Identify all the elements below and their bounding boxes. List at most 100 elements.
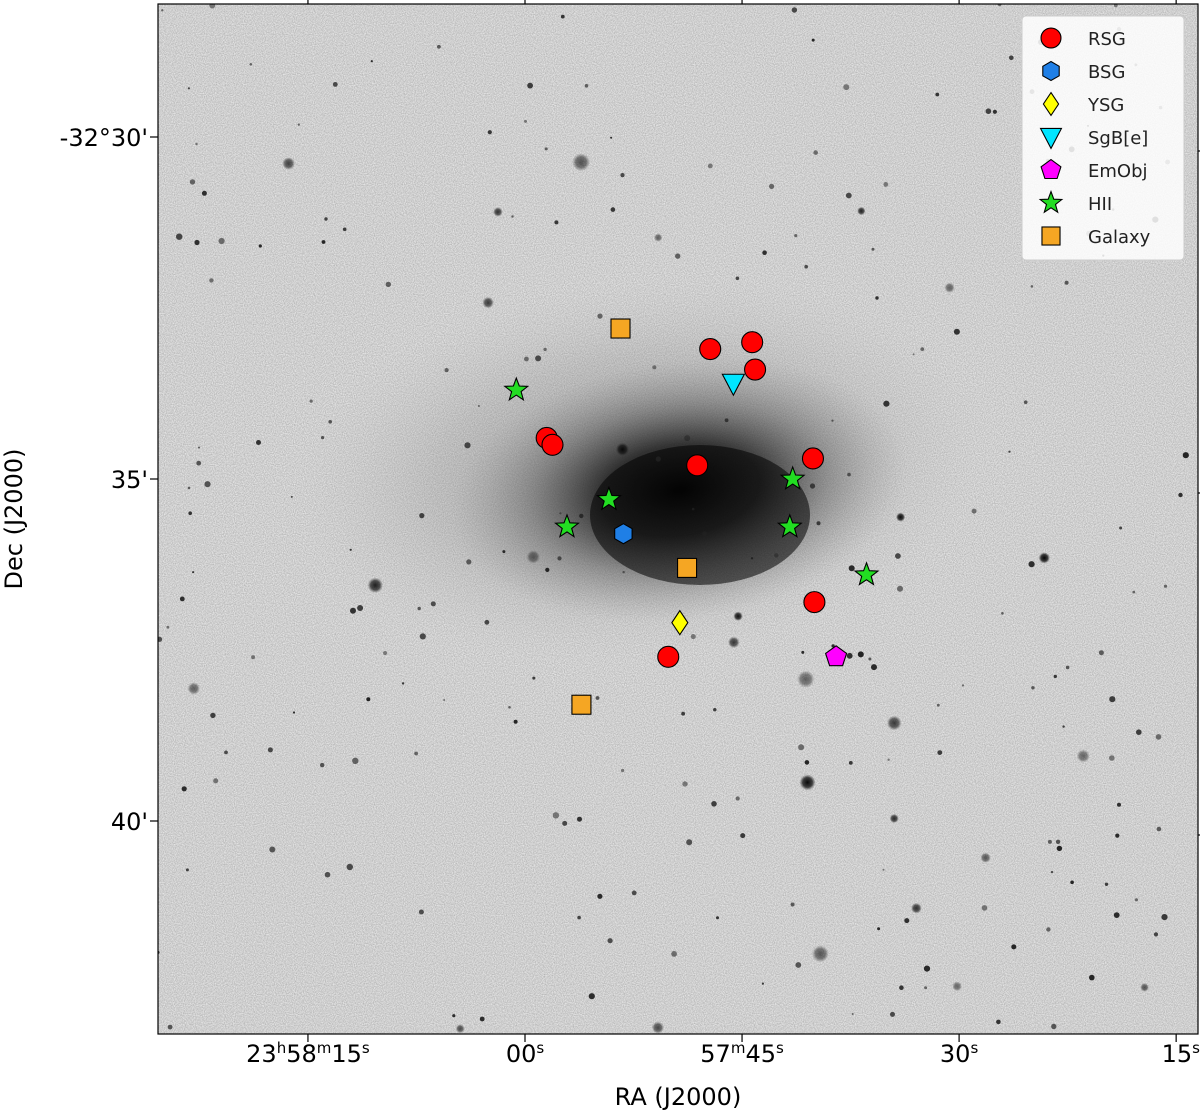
y-tick-label: -32°30': [60, 124, 148, 152]
background-star: [811, 945, 829, 963]
background-star: [588, 993, 595, 1000]
background-star: [349, 548, 352, 551]
rsg-marker: [541, 433, 564, 456]
background-star: [290, 495, 293, 498]
background-star: [256, 440, 261, 445]
background-star: [577, 816, 582, 822]
background-star: [196, 460, 202, 466]
background-star: [811, 38, 815, 42]
background-star: [209, 278, 214, 283]
background-star: [1113, 4, 1118, 8]
background-star: [899, 985, 904, 990]
legend-symbol-rsg: [1040, 27, 1062, 49]
y-axis-label: Dec (J2000): [0, 449, 28, 590]
background-star: [357, 605, 364, 611]
background-star: [883, 400, 890, 407]
y-axis: -32°30' 35' 40': [60, 124, 1200, 836]
background-star: [794, 234, 798, 238]
background-star: [292, 711, 296, 714]
background-star: [577, 915, 581, 920]
background-star: [419, 513, 425, 519]
background-star: [845, 192, 852, 199]
background-star: [1155, 734, 1162, 740]
background-star: [895, 553, 901, 559]
hii-marker: [595, 485, 622, 511]
background-star: [502, 550, 506, 554]
hii-marker: [779, 465, 806, 490]
background-star: [750, 557, 754, 560]
background-star: [479, 1016, 485, 1022]
y-tick-label: 35': [111, 466, 148, 494]
background-star: [324, 217, 328, 221]
background-star: [1065, 665, 1070, 670]
legend-label-ysg: YSG: [1087, 95, 1124, 116]
background-star: [1134, 898, 1138, 902]
background-star: [282, 157, 295, 170]
background-star: [799, 774, 816, 791]
background-star: [559, 512, 562, 515]
background-star: [367, 577, 384, 594]
background-star: [267, 747, 273, 753]
background-star: [846, 652, 853, 659]
background-star: [543, 347, 547, 352]
background-star: [713, 708, 717, 712]
rsg-marker: [803, 591, 826, 614]
background-star: [935, 92, 940, 97]
background-star: [1056, 845, 1063, 852]
background-star: [1070, 880, 1074, 885]
background-star: [686, 839, 693, 846]
background-star: [194, 239, 200, 246]
background-star: [1113, 912, 1120, 918]
background-star: [321, 240, 326, 244]
background-star: [1119, 526, 1123, 530]
background-star: [882, 868, 885, 871]
background-star: [992, 109, 998, 114]
background-star: [493, 207, 503, 217]
background-star: [366, 697, 371, 702]
background-star: [790, 902, 795, 907]
legend-symbol-emobj: [1040, 158, 1062, 180]
background-star: [671, 951, 677, 957]
background-star: [557, 556, 562, 561]
background-star: [1182, 452, 1189, 459]
background-star: [321, 436, 325, 440]
background-star: [631, 890, 637, 896]
x-axis-label: RA (J2000): [615, 1083, 742, 1111]
background-star: [896, 512, 906, 522]
background-star: [615, 442, 630, 457]
background-star: [1132, 590, 1136, 594]
background-star: [508, 706, 511, 709]
background-star: [847, 472, 851, 477]
background-star: [535, 355, 542, 362]
background-star: [889, 813, 899, 824]
background-star: [328, 420, 333, 424]
background-star: [716, 916, 719, 920]
background-star: [511, 215, 514, 218]
x-tick-label: 30s: [940, 1039, 979, 1068]
background-star: [728, 636, 740, 649]
background-star: [735, 276, 740, 281]
background-star: [871, 664, 877, 671]
background-star: [762, 250, 767, 255]
rsg-marker: [686, 454, 709, 477]
background-star: [1038, 552, 1051, 564]
background-star: [944, 282, 955, 293]
background-stars: [158, 4, 1189, 1034]
background-star: [798, 744, 805, 751]
background-star: [724, 418, 729, 423]
background-star: [620, 173, 625, 178]
background-star: [911, 902, 922, 914]
x-tick-label: 57m45s: [700, 1039, 784, 1068]
background-star: [675, 253, 681, 259]
background-star: [597, 313, 603, 319]
background-star: [167, 1024, 173, 1030]
background-star: [464, 442, 471, 449]
background-star: [218, 237, 225, 245]
background-star: [1136, 729, 1142, 735]
background-star: [417, 606, 421, 611]
background-star: [213, 778, 219, 784]
background-star: [166, 625, 170, 629]
background-star: [681, 711, 685, 716]
background-star: [875, 296, 879, 300]
background-star: [971, 508, 977, 514]
